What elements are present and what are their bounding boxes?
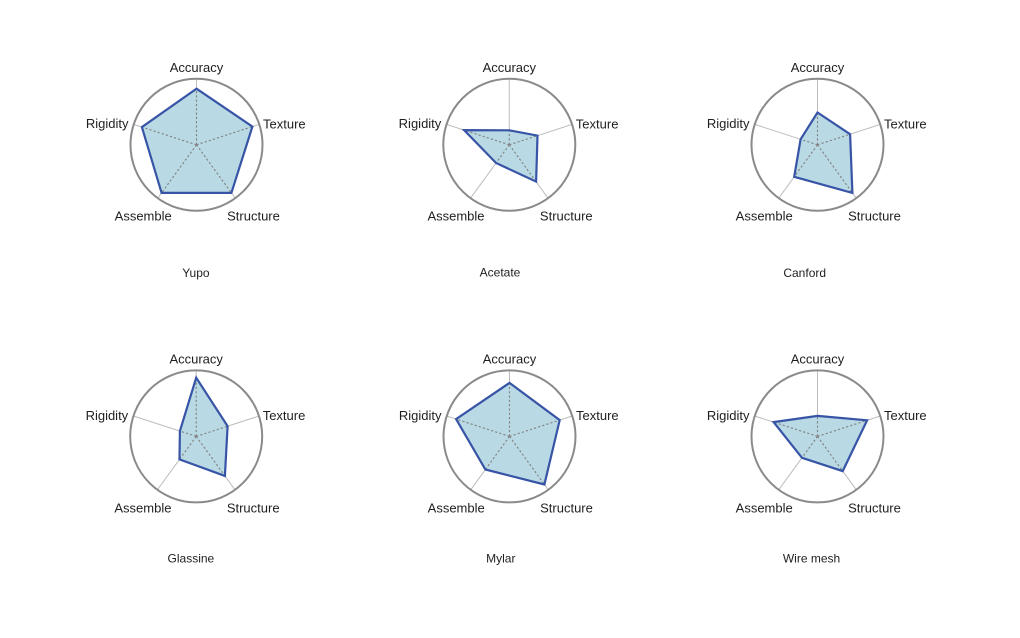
- svg-text:Accuracy: Accuracy: [791, 352, 845, 367]
- svg-text:Assemble: Assemble: [428, 500, 485, 515]
- svg-text:Assemble: Assemble: [736, 500, 793, 515]
- svg-text:Texture: Texture: [576, 408, 619, 423]
- svg-text:Rigidity: Rigidity: [707, 116, 750, 131]
- svg-text:Assemble: Assemble: [427, 209, 484, 224]
- svg-text:Wire mesh: Wire mesh: [783, 552, 840, 566]
- svg-text:Rigidity: Rigidity: [707, 408, 750, 423]
- svg-text:Accuracy: Accuracy: [169, 352, 223, 367]
- svg-text:Rigidity: Rigidity: [399, 408, 442, 423]
- svg-text:Texture: Texture: [263, 117, 306, 132]
- svg-text:Rigidity: Rigidity: [399, 116, 442, 131]
- svg-text:Texture: Texture: [576, 117, 619, 132]
- svg-text:Canford: Canford: [783, 266, 826, 280]
- svg-text:Rigidity: Rigidity: [86, 116, 129, 131]
- svg-text:Structure: Structure: [227, 209, 280, 224]
- svg-text:Accuracy: Accuracy: [170, 60, 224, 75]
- svg-text:Texture: Texture: [263, 408, 306, 423]
- svg-text:Structure: Structure: [848, 500, 901, 515]
- svg-text:Accuracy: Accuracy: [483, 352, 537, 367]
- svg-text:Rigidity: Rigidity: [86, 408, 129, 423]
- svg-text:Acetate: Acetate: [480, 266, 521, 280]
- svg-text:Structure: Structure: [848, 209, 901, 224]
- svg-text:Structure: Structure: [540, 500, 593, 515]
- svg-text:Texture: Texture: [884, 117, 927, 132]
- svg-text:Mylar: Mylar: [486, 552, 515, 566]
- svg-text:Glassine: Glassine: [168, 552, 215, 566]
- svg-text:Assemble: Assemble: [115, 209, 172, 224]
- svg-text:Assemble: Assemble: [736, 209, 793, 224]
- svg-text:Assemble: Assemble: [114, 500, 171, 515]
- svg-text:Structure: Structure: [227, 500, 280, 515]
- svg-text:Texture: Texture: [884, 408, 927, 423]
- svg-text:Accuracy: Accuracy: [791, 60, 845, 75]
- svg-text:Accuracy: Accuracy: [483, 60, 537, 75]
- svg-text:Structure: Structure: [540, 209, 593, 224]
- svg-text:Yupo: Yupo: [182, 266, 210, 280]
